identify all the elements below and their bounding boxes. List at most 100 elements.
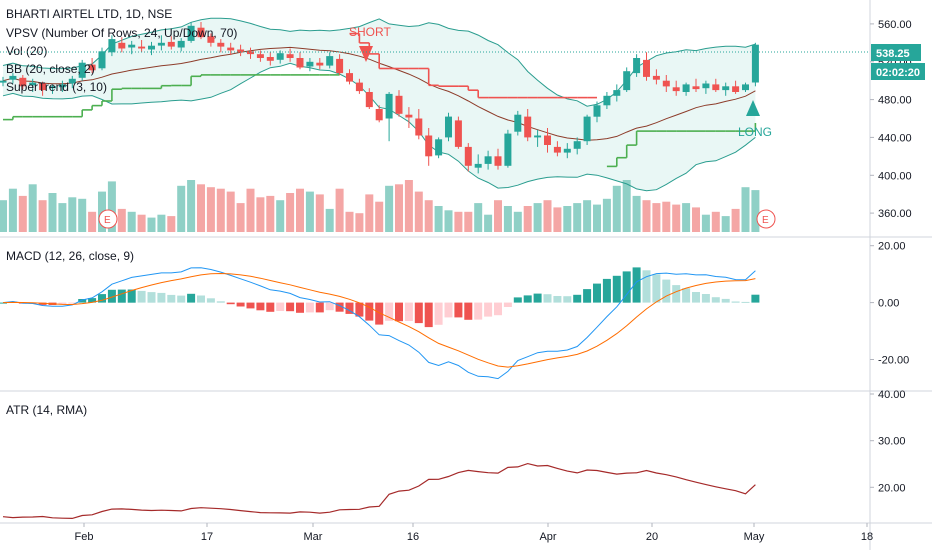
macd-histogram-bar [286,302,295,312]
macd-histogram-bar [0,302,7,304]
candle-body [514,114,522,132]
volume-bar [0,200,7,232]
macd-histogram-bar [672,285,681,303]
macd-histogram-bar [721,298,730,303]
legend-macd[interactable]: MACD (12, 26, close, 9) [6,249,134,263]
candle-body [266,57,274,61]
candle-body [395,95,403,114]
candle-body [336,58,344,74]
candle-body [128,44,136,48]
earnings-marker[interactable]: E [756,209,776,229]
macd-histogram-bar [573,294,582,303]
volume-bar [305,191,314,232]
volume-bar [553,207,562,232]
volume-bar [533,203,542,232]
candle-body [563,148,571,153]
candle-body [583,116,591,142]
legend-vpsv[interactable]: VPSV (Number Of Rows, 24, Up/Down, 70) [6,26,237,40]
volume-bar [8,188,17,232]
macd-histogram-bar [88,298,97,303]
volume-bars [0,180,760,232]
volume-bar [692,207,700,232]
candle-body [702,83,710,89]
volume-bar [404,180,413,232]
volume-bar [276,200,285,232]
candle-body [573,141,581,149]
candle-body [227,47,235,51]
volume-bar [216,188,225,232]
long-signal: LONG [738,100,772,139]
atr-axis-tick-label: 30.00 [878,436,906,448]
macd-histogram-bar [652,274,661,303]
candle-body [672,87,680,92]
earnings-marker[interactable]: E [98,209,118,229]
candle-body [138,46,146,49]
time-axis-tick-label: Apr [539,531,556,543]
short-arrow-icon [359,46,373,62]
macd-histogram-bar [167,294,176,303]
time-axis-tick-label: Feb [75,531,94,543]
macd-histogram-bar [157,292,166,303]
macd-histogram-bar [296,302,304,313]
candle-body [593,105,601,117]
volume-bar [672,204,681,232]
time-axis-tick-label: 16 [407,531,419,543]
legend-volume[interactable]: Vol (20) [6,44,47,58]
macd-histogram-bar [305,302,314,313]
candle-body [385,93,393,119]
candle-body [296,58,304,68]
candle-body [742,84,749,91]
volume-bar [147,217,156,232]
time-axis-tick-label: Mar [304,531,323,543]
macd-histogram-bar [444,302,453,318]
price-axis-tick-label: 440.00 [878,132,912,144]
bollinger-fill [3,18,756,191]
macd-axis-tick-label: -20.00 [878,355,909,367]
volume-bar [28,184,37,232]
volume-bar [246,188,255,232]
legend-atr[interactable]: ATR (14, RMA) [6,403,87,417]
macd-histogram-bar [454,302,463,318]
volume-bar [38,200,47,232]
macd-histogram-bar [177,295,186,303]
volume-bar [454,211,463,232]
time-axis-tick-label: 18 [861,531,873,543]
macd-histogram-bar [583,289,592,303]
macd-histogram-bar [187,293,196,303]
macd-histogram-bar [325,302,334,311]
svg-text:E: E [104,215,111,226]
macd-histogram-bar [682,288,691,303]
candle-body [29,82,37,86]
macd-pane [0,267,760,380]
volume-bar [543,200,552,232]
macd-histogram-bar [612,275,621,303]
legend-bollinger[interactable]: BB (20, close, 2) [6,62,95,76]
macd-histogram-bar [593,283,601,303]
candle-body [58,84,66,88]
volume-bar [187,180,196,232]
volume-bar [434,206,443,232]
macd-histogram-bar [543,294,552,303]
candle-body [652,75,660,80]
macd-histogram-bar [58,302,67,305]
candle-body [623,71,631,91]
macd-histogram-bar [345,302,354,314]
candle-body [276,53,284,60]
volume-bar [296,188,304,232]
candle-body [484,156,492,164]
macd-histogram-bar [741,301,750,303]
candle-body [9,75,17,80]
candle-body [474,163,482,168]
legend-supertrend[interactable]: SuperTrend (3, 10) [6,80,107,94]
candle-body [603,95,611,106]
atr-axis-tick-label: 40.00 [878,389,906,401]
time-axis-tick-label: May [744,531,765,543]
symbol-title[interactable]: BHARTI AIRTEL LTD, 1D, NSE [6,7,172,21]
candle-body [454,120,462,147]
macd-histogram-bar [385,302,394,321]
long-signal-label: LONG [738,125,772,139]
candle-body [682,84,690,92]
macd-histogram-bar [78,299,87,303]
macd-histogram-bar [602,278,611,303]
